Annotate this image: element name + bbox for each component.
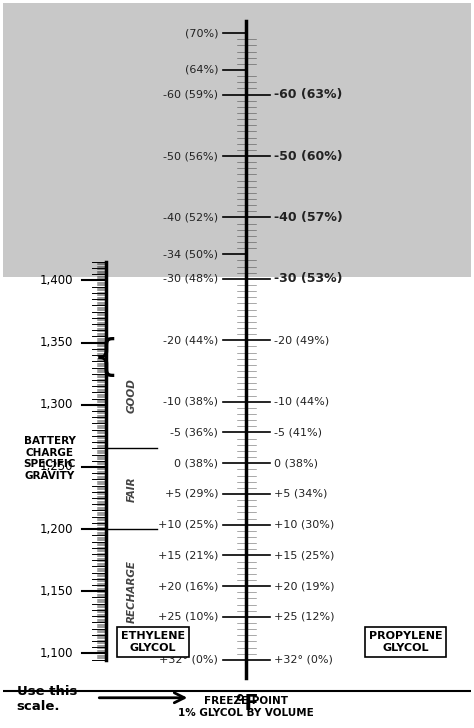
Text: +5 (29%): +5 (29%): [165, 489, 218, 499]
Text: 1,250: 1,250: [39, 460, 73, 473]
Text: PROPYLENE
GLYCOL: PROPYLENE GLYCOL: [369, 631, 442, 653]
Text: 1,300: 1,300: [40, 398, 73, 411]
Text: RECHARGE: RECHARGE: [127, 560, 137, 622]
Text: -10 (44%): -10 (44%): [274, 397, 329, 407]
Text: 1,350: 1,350: [40, 336, 73, 349]
Text: +15 (21%): +15 (21%): [158, 550, 218, 561]
Text: 0 (38%): 0 (38%): [274, 458, 319, 468]
Text: -20 (49%): -20 (49%): [274, 336, 330, 345]
Text: -60 (63%): -60 (63%): [274, 88, 343, 101]
Text: Use this
scale.: Use this scale.: [17, 686, 77, 713]
Text: +20 (19%): +20 (19%): [274, 581, 335, 591]
Text: +5 (34%): +5 (34%): [274, 489, 328, 499]
Text: -5 (41%): -5 (41%): [274, 427, 322, 438]
Text: +10 (30%): +10 (30%): [274, 520, 335, 530]
Text: -30 (53%): -30 (53%): [274, 272, 343, 285]
Text: -34 (50%): -34 (50%): [163, 249, 218, 259]
Text: GOOD: GOOD: [127, 378, 137, 413]
Text: -30 (48%): -30 (48%): [163, 274, 218, 284]
Text: ETHYLENE
GLYCOL: ETHYLENE GLYCOL: [120, 631, 185, 653]
Text: +32° (0%): +32° (0%): [274, 654, 333, 665]
Text: +10 (25%): +10 (25%): [158, 520, 218, 530]
Text: BATTERY
CHARGE
SPECIFIC
GRAVITY: BATTERY CHARGE SPECIFIC GRAVITY: [23, 436, 76, 481]
Text: (70%): (70%): [185, 28, 218, 38]
Text: -40 (57%): -40 (57%): [274, 211, 343, 224]
Text: +15 (25%): +15 (25%): [274, 550, 335, 561]
Text: -20 (44%): -20 (44%): [163, 336, 218, 345]
Text: (64%): (64%): [185, 65, 218, 75]
Text: {: {: [92, 337, 119, 379]
Text: +32° (0%): +32° (0%): [159, 654, 218, 665]
Text: +20 (16%): +20 (16%): [158, 581, 218, 591]
Text: 1,150: 1,150: [39, 585, 73, 598]
FancyBboxPatch shape: [3, 3, 471, 277]
Text: -50 (56%): -50 (56%): [164, 151, 218, 161]
Text: +25 (12%): +25 (12%): [274, 612, 335, 622]
Text: -10 (38%): -10 (38%): [163, 397, 218, 407]
Text: -5 (36%): -5 (36%): [170, 427, 218, 438]
Text: °F: °F: [234, 694, 259, 713]
Text: -40 (52%): -40 (52%): [163, 213, 218, 223]
Text: 0 (38%): 0 (38%): [174, 458, 218, 468]
Text: -50 (60%): -50 (60%): [274, 149, 343, 162]
Text: FAIR: FAIR: [127, 476, 137, 502]
Text: FREEZE POINT
1% GLYCOL BY VOLUME: FREEZE POINT 1% GLYCOL BY VOLUME: [179, 697, 314, 718]
Text: 1,100: 1,100: [39, 647, 73, 660]
Text: +25 (10%): +25 (10%): [158, 612, 218, 622]
Text: 1,400: 1,400: [39, 274, 73, 287]
Text: 1,200: 1,200: [39, 523, 73, 536]
Text: -60 (59%): -60 (59%): [163, 90, 218, 100]
